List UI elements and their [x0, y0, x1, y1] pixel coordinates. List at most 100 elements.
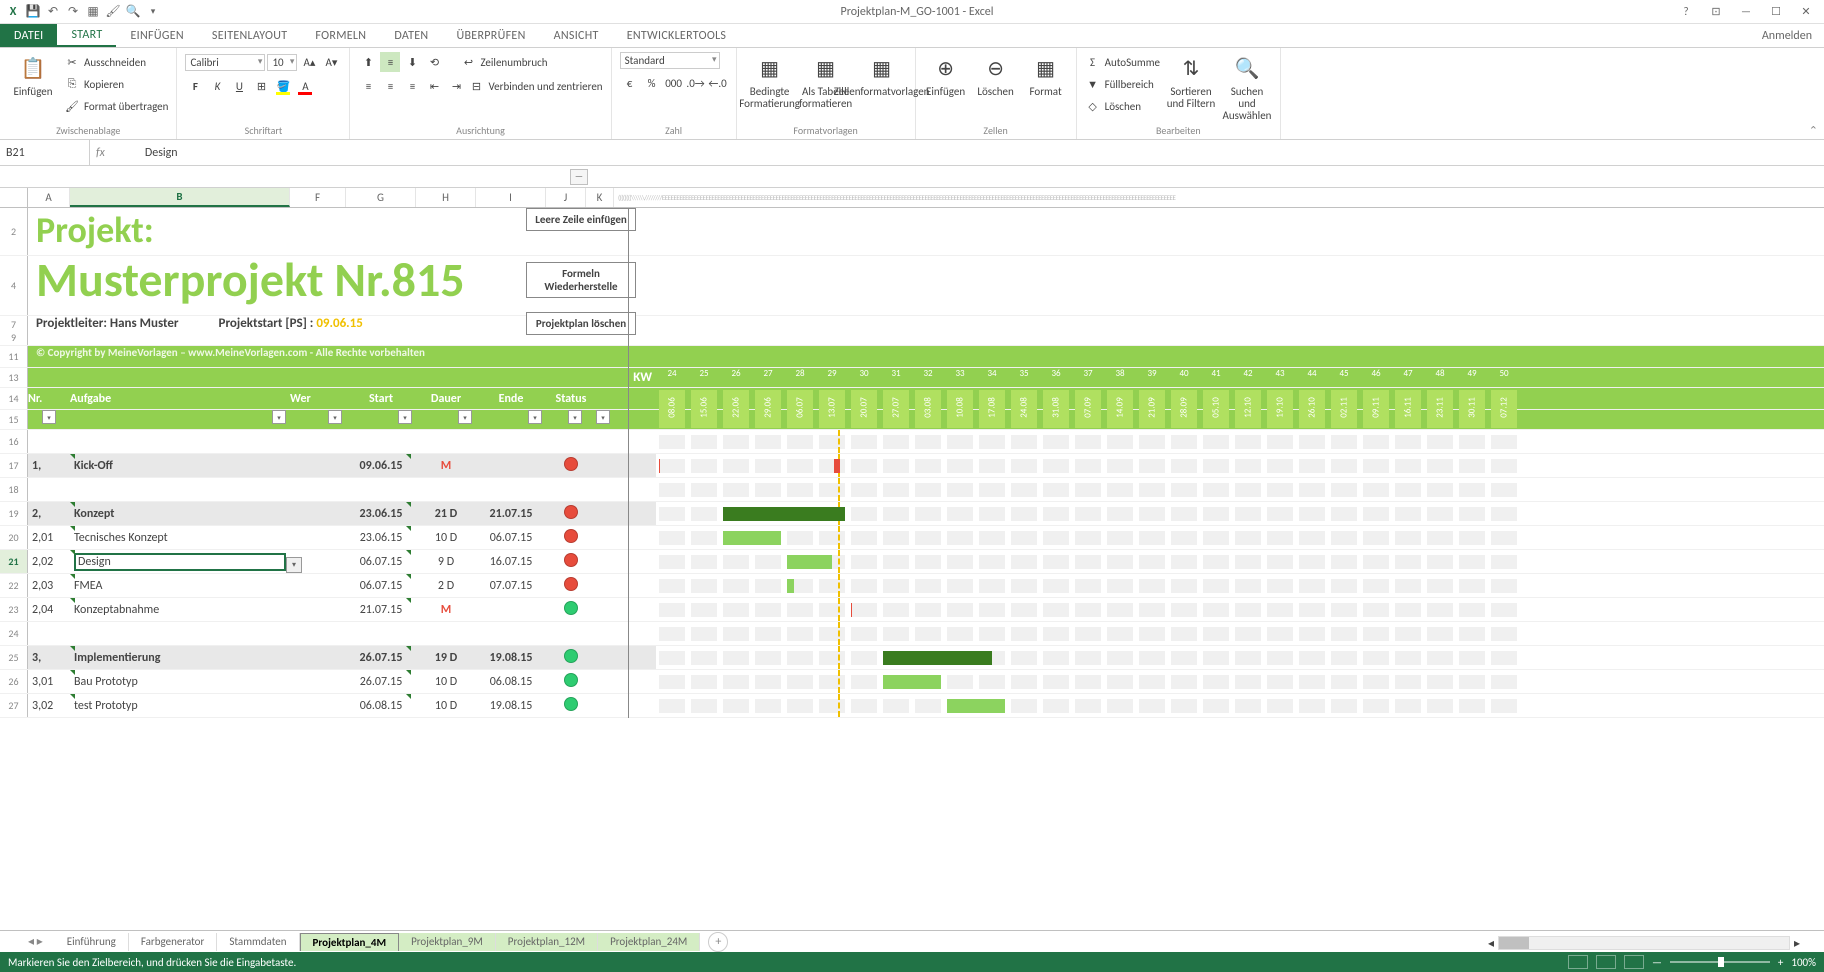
percent-icon[interactable]: %: [642, 73, 662, 93]
task-start[interactable]: 23.06.15: [346, 507, 416, 521]
filter-button[interactable]: ▾: [458, 410, 472, 424]
task-end[interactable]: 21.07.15: [476, 507, 546, 521]
task-nr[interactable]: 2,: [28, 507, 70, 521]
task-start[interactable]: 21.07.15: [346, 603, 416, 617]
row-header[interactable]: 26: [0, 670, 28, 693]
fill-button[interactable]: ▼Füllbereich: [1085, 74, 1160, 94]
task-nr[interactable]: 3,01: [28, 675, 70, 689]
zoom-out-icon[interactable]: —: [1652, 956, 1662, 969]
view-normal-icon[interactable]: [1568, 955, 1588, 969]
tab-formeln[interactable]: FORMELN: [301, 24, 380, 47]
task-start[interactable]: 26.07.15: [346, 675, 416, 689]
merge-button[interactable]: ⊟Verbinden und zentrieren: [468, 76, 602, 96]
align-top-icon[interactable]: ⬆: [358, 52, 378, 72]
copy-button[interactable]: ⎘Kopieren: [64, 74, 168, 94]
align-left-icon[interactable]: ≡: [358, 76, 378, 96]
ribbon-display-icon[interactable]: ⊡: [1702, 3, 1730, 21]
fx-icon[interactable]: fx: [96, 146, 105, 160]
zoom-in-icon[interactable]: +: [1778, 956, 1783, 969]
filter-button[interactable]: ▾: [528, 410, 542, 424]
task-nr[interactable]: 2,01: [28, 531, 70, 545]
close-icon[interactable]: ✕: [1792, 3, 1820, 21]
filter-button[interactable]: ▾: [596, 410, 610, 424]
name-box[interactable]: B21: [0, 140, 90, 165]
sheet-tab[interactable]: Einführung: [55, 933, 129, 951]
row-header[interactable]: 2: [0, 208, 28, 255]
task-nr[interactable]: 2,02: [28, 555, 70, 569]
row-header[interactable]: 4: [0, 256, 28, 315]
row-header[interactable]: 11: [0, 346, 28, 367]
zoom-level[interactable]: 100%: [1791, 956, 1816, 969]
find-select-button[interactable]: 🔍Suchen und Auswählen: [1222, 52, 1272, 122]
fill-color-icon[interactable]: 🪣: [273, 76, 293, 96]
tab-daten[interactable]: DATEN: [380, 24, 442, 47]
sheet-nav[interactable]: ◂ ▸: [28, 934, 43, 949]
select-all-button[interactable]: [0, 188, 28, 207]
task-end[interactable]: 19.08.15: [476, 699, 546, 713]
task-duration[interactable]: 10 D: [416, 675, 476, 689]
increase-font-icon[interactable]: A▴: [299, 52, 319, 72]
format-painter-button[interactable]: 🖌Format übertragen: [64, 96, 168, 116]
cut-button[interactable]: ✂Ausschneiden: [64, 52, 168, 72]
task-duration[interactable]: 10 D: [416, 699, 476, 713]
task-duration[interactable]: M: [416, 603, 476, 617]
task-duration[interactable]: 9 D: [416, 555, 476, 569]
align-right-icon[interactable]: ≡: [402, 76, 422, 96]
row-header[interactable]: 16: [0, 430, 28, 453]
task-duration[interactable]: 19 D: [416, 651, 476, 665]
task-end[interactable]: 19.08.15: [476, 651, 546, 665]
col-header-g[interactable]: G: [346, 188, 416, 207]
filter-button[interactable]: ▾: [42, 410, 56, 424]
sort-filter-button[interactable]: ⇅Sortieren und Filtern: [1166, 52, 1216, 110]
filter-button[interactable]: ▾: [272, 410, 286, 424]
task-start[interactable]: 26.07.15: [346, 651, 416, 665]
row-header[interactable]: 14: [0, 388, 28, 409]
task-status[interactable]: [546, 673, 596, 691]
sheet-tab[interactable]: Projektplan_9M: [399, 933, 496, 951]
help-icon[interactable]: ?: [1672, 3, 1700, 21]
col-header-a[interactable]: A: [28, 188, 70, 207]
task-start[interactable]: 09.06.15: [346, 459, 416, 473]
save-icon[interactable]: 💾: [24, 3, 42, 21]
col-header-h[interactable]: H: [416, 188, 476, 207]
redo-icon[interactable]: ↷: [64, 3, 82, 21]
row-header[interactable]: 22: [0, 574, 28, 597]
tab-einfügen[interactable]: EINFÜGEN: [116, 24, 197, 47]
decimal-dec-icon[interactable]: ←.0: [708, 73, 728, 93]
task-name[interactable]: Bau Prototyp: [70, 675, 290, 689]
delete-cells-button[interactable]: ⊖Löschen: [974, 52, 1018, 98]
row-header[interactable]: 23: [0, 598, 28, 621]
decrease-font-icon[interactable]: A▾: [321, 52, 341, 72]
align-middle-icon[interactable]: ≡: [380, 52, 400, 72]
formula-input[interactable]: Design: [145, 146, 178, 160]
task-start[interactable]: 06.07.15: [346, 555, 416, 569]
indent-inc-icon[interactable]: ⇥: [446, 76, 466, 96]
active-cell[interactable]: Design: [74, 553, 286, 571]
task-status[interactable]: [546, 601, 596, 619]
sheet-tab[interactable]: Projektplan_24M: [598, 933, 700, 951]
task-name[interactable]: FMEA: [70, 579, 290, 593]
format-as-table-button[interactable]: ▦Als Tabelle formatieren: [801, 52, 851, 110]
align-bottom-icon[interactable]: ⬇: [402, 52, 422, 72]
conditional-formatting-button[interactable]: ▦Bedingte Formatierung: [745, 52, 795, 110]
tab-file[interactable]: DATEI: [0, 24, 57, 47]
task-status[interactable]: [546, 697, 596, 715]
undo-icon[interactable]: ↶: [44, 3, 62, 21]
row-header[interactable]: 27: [0, 694, 28, 717]
border-icon[interactable]: ⊞: [251, 76, 271, 96]
row-header[interactable]: 25: [0, 646, 28, 669]
tab-start[interactable]: START: [57, 24, 116, 47]
task-duration[interactable]: 21 D: [416, 507, 476, 521]
maximize-icon[interactable]: ☐: [1762, 3, 1790, 21]
insert-row-button[interactable]: Leere Zeile einfügen: [526, 208, 636, 231]
qat-icon[interactable]: 🔍: [124, 3, 142, 21]
task-status[interactable]: [546, 649, 596, 667]
task-name[interactable]: Konzeptabnahme: [70, 603, 290, 617]
qat-icon[interactable]: 🖌: [104, 3, 122, 21]
task-nr[interactable]: 2,03: [28, 579, 70, 593]
col-header-f[interactable]: F: [290, 188, 346, 207]
underline-button[interactable]: U: [229, 76, 249, 96]
bold-button[interactable]: F: [185, 76, 205, 96]
collapse-ribbon-icon[interactable]: ⌃: [1809, 124, 1818, 137]
row-header[interactable]: 18: [0, 478, 28, 501]
